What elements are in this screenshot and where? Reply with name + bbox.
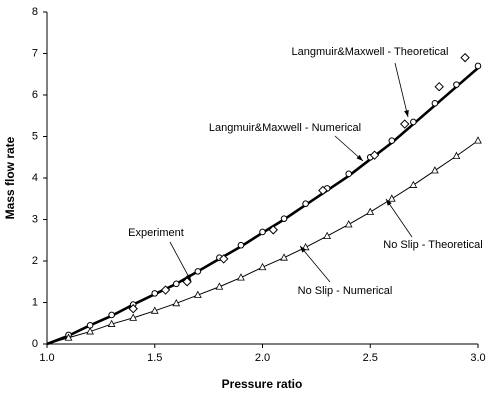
triangle-marker xyxy=(258,262,267,271)
arrow-head xyxy=(404,110,409,117)
triangle-marker xyxy=(280,253,288,261)
triangle-marker xyxy=(150,306,159,314)
triangle-marker xyxy=(474,136,482,144)
y-tick-label: 1 xyxy=(32,296,38,308)
circle-marker xyxy=(259,228,266,236)
y-tick-label: 2 xyxy=(32,255,38,267)
diamond-marker xyxy=(182,277,192,287)
arrow-head xyxy=(356,154,363,161)
y-tick-label: 0 xyxy=(32,338,38,350)
circle-marker xyxy=(345,170,353,178)
circle-marker xyxy=(108,311,115,319)
annotation-arrow xyxy=(299,245,331,283)
y-tick-label: 8 xyxy=(32,6,38,18)
diamond-marker xyxy=(369,150,380,160)
annotation: Langmuir&Maxwell - Theoretical xyxy=(292,46,449,58)
y-tick-label: 6 xyxy=(32,89,38,101)
diamond-marker xyxy=(160,285,171,295)
annotation-arrow xyxy=(169,241,192,282)
diamond-marker xyxy=(128,304,138,314)
annotation: Experiment xyxy=(128,227,184,239)
arrow-head xyxy=(185,274,191,281)
circle-marker xyxy=(151,290,159,297)
triangle-marker xyxy=(409,180,418,188)
circle-marker xyxy=(474,62,482,70)
annotation-arrow xyxy=(394,62,409,118)
diamond-marker xyxy=(400,119,410,129)
circle-marker xyxy=(194,268,202,275)
triangle-marker xyxy=(387,194,396,202)
series-line xyxy=(46,67,479,346)
y-tick-label: 3 xyxy=(32,213,38,225)
triangle-marker xyxy=(64,333,73,341)
triangle-marker xyxy=(107,319,116,327)
x-tick-label: 2.5 xyxy=(363,352,378,364)
annotation: Langmuir&Maxwell - Numerical xyxy=(209,122,361,134)
y-tick-label: 5 xyxy=(32,130,38,142)
circle-marker xyxy=(388,137,396,144)
triangle-marker xyxy=(215,282,224,290)
y-tick-label: 7 xyxy=(32,47,38,59)
y-tick-label: 4 xyxy=(32,172,38,184)
annotation: No Slip - Numerical xyxy=(298,285,393,297)
triangle-marker xyxy=(172,298,181,307)
triangle-marker xyxy=(452,151,461,159)
triangle-marker xyxy=(86,327,94,335)
circle-marker xyxy=(431,100,439,107)
circle-marker xyxy=(173,280,180,288)
diamond-marker xyxy=(268,225,278,235)
triangle-marker xyxy=(431,166,439,174)
triangle-marker xyxy=(366,207,375,215)
triangle-marker xyxy=(237,273,245,281)
arrow-head xyxy=(386,199,392,206)
x-axis-label: Pressure ratio xyxy=(222,377,303,391)
diamond-marker xyxy=(460,52,470,63)
diamond-marker xyxy=(434,81,444,92)
diamond-marker xyxy=(219,254,229,264)
y-axis-label: Mass flow rate xyxy=(3,136,17,219)
triangle-marker xyxy=(323,231,332,239)
annotation-arrow xyxy=(385,198,413,238)
annotation: No Slip - Theoretical xyxy=(383,239,482,251)
triangle-marker xyxy=(129,313,138,321)
circle-marker xyxy=(410,118,417,126)
circle-marker xyxy=(237,241,245,249)
x-tick-label: 1.5 xyxy=(147,352,162,364)
diamond-marker xyxy=(318,185,328,196)
x-tick-label: 1.0 xyxy=(39,352,54,364)
circle-marker xyxy=(280,215,288,222)
x-tick-label: 2.0 xyxy=(255,352,270,364)
x-tick-label: 3.0 xyxy=(470,352,485,364)
circle-marker xyxy=(453,81,460,88)
circle-marker xyxy=(302,200,309,208)
triangle-marker xyxy=(344,220,353,228)
arrow-head xyxy=(300,246,307,253)
triangle-marker xyxy=(193,290,202,298)
